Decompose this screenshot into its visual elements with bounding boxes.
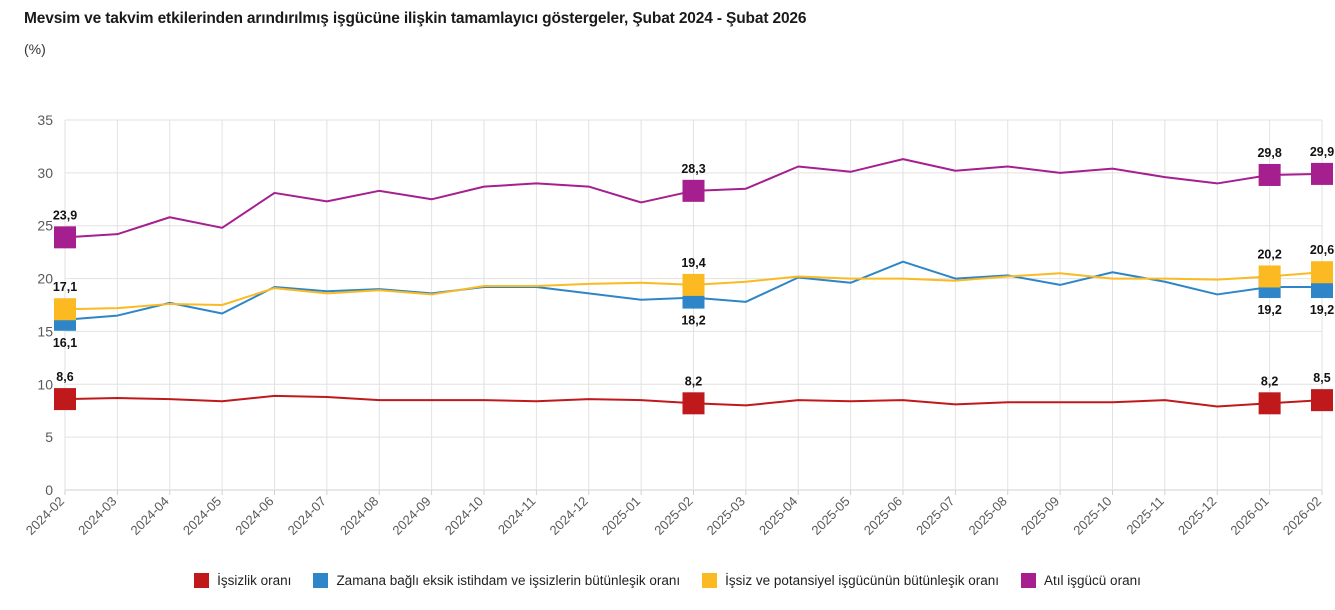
x-tick-label-2024-04: 2024-04 <box>128 494 172 538</box>
legend-item-3[interactable]: Atıl işgücü oranı <box>1021 573 1141 588</box>
data-label-14: 19,2 <box>1310 303 1334 317</box>
x-tick-label-2025-05: 2025-05 <box>808 494 852 538</box>
x-tick-label-2025-09: 2025-09 <box>1018 494 1062 538</box>
x-tick-label-2024-02: 2024-02 <box>23 494 67 538</box>
data-label-6: 18,2 <box>681 314 705 328</box>
legend-label-0: İşsizlik oranı <box>217 573 292 588</box>
y-tick-label-35: 35 <box>37 112 53 128</box>
data-label-0: 23,9 <box>53 208 77 222</box>
legend-label-1: Zamana bağlı eksik istihdam ve işsizleri… <box>336 573 681 588</box>
x-tick-label-2026-01: 2026-01 <box>1227 494 1271 538</box>
x-axis-ticks-group: 2024-02 2024-03 2024-04 2024-05 2024-06 2024-… <box>23 490 1324 538</box>
data-label-11: 8,2 <box>1261 374 1278 388</box>
data-label-2: 16,1 <box>53 336 77 350</box>
x-tick-label-2025-04: 2025-04 <box>756 494 800 538</box>
y-tick-label-10: 10 <box>37 376 53 392</box>
data-marker-2-0 <box>54 298 76 321</box>
data-label-7: 8,2 <box>685 374 702 388</box>
legend-label-3: Atıl işgücü oranı <box>1044 573 1141 588</box>
data-label-8: 29,8 <box>1257 146 1281 160</box>
gridlines-group <box>64 119 1323 491</box>
x-tick-label-2025-12: 2025-12 <box>1175 494 1219 538</box>
legend-item-1[interactable]: Zamana bağlı eksik istihdam ve işsizleri… <box>313 573 680 588</box>
x-tick-label-2025-03: 2025-03 <box>704 494 748 538</box>
y-tick-label-5: 5 <box>45 429 53 445</box>
data-label-1: 17,1 <box>53 280 77 294</box>
x-tick-label-2024-10: 2024-10 <box>442 494 486 538</box>
x-tick-label-2025-07: 2025-07 <box>913 494 957 538</box>
x-tick-label-2025-08: 2025-08 <box>966 494 1010 538</box>
data-label-12: 29,9 <box>1310 145 1334 159</box>
legend-swatch-zamana-bagli-icon <box>313 573 329 588</box>
y-tick-label-20: 20 <box>37 271 53 287</box>
chart-legend: İşsizlik oranı Zamana bağlı eksik istihd… <box>0 573 1335 588</box>
legend-swatch-issiz-potansiyel-icon <box>702 573 718 588</box>
x-tick-label-2026-02: 2026-02 <box>1280 494 1324 538</box>
data-marker-3-0 <box>54 226 76 249</box>
x-tick-label-2024-07: 2024-07 <box>285 494 329 538</box>
data-labels-group: 23,9 17,1 16,1 8,6 28,3 19,4 18,2 8,2 29,8 20,2 19… <box>53 145 1334 388</box>
data-label-4: 28,3 <box>681 162 705 176</box>
legend-item-2[interactable]: İşsiz ve potansiyel işgücünün bütünleşik… <box>702 573 999 588</box>
x-tick-label-2025-11: 2025-11 <box>1123 494 1167 538</box>
x-tick-label-2025-01: 2025-01 <box>599 494 643 538</box>
page-title: Mevsim ve takvim etkilerinden arındırılm… <box>24 10 807 27</box>
x-tick-label-2025-02: 2025-02 <box>651 494 695 538</box>
x-tick-label-2024-09: 2024-09 <box>389 494 433 538</box>
x-tick-label-2025-06: 2025-06 <box>861 494 905 538</box>
x-tick-label-2024-08: 2024-08 <box>337 494 381 538</box>
series-markers-group <box>54 162 1333 415</box>
data-marker-0-23 <box>1258 392 1281 415</box>
legend-swatch-issizlik-icon <box>194 573 210 588</box>
data-marker-0-24 <box>1311 389 1333 412</box>
y-axis-ticks-group: 0 5 10 15 20 25 30 35 <box>37 112 53 498</box>
y-tick-label-25: 25 <box>37 218 53 234</box>
x-tick-label-2025-10: 2025-10 <box>1070 494 1114 538</box>
data-marker-3-24 <box>1311 162 1333 185</box>
x-tick-label-2024-06: 2024-06 <box>232 494 276 538</box>
x-tick-label-2024-05: 2024-05 <box>180 494 224 538</box>
data-marker-2-24 <box>1311 261 1333 284</box>
data-marker-2-23 <box>1258 265 1281 288</box>
y-tick-label-30: 30 <box>37 165 53 181</box>
data-label-3: 8,6 <box>56 370 73 384</box>
y-tick-label-15: 15 <box>37 323 53 339</box>
data-label-15: 8,5 <box>1313 371 1330 385</box>
chart-unit-label: (%) <box>24 41 46 57</box>
y-tick-label-0: 0 <box>45 482 53 498</box>
legend-swatch-atil-icon <box>1021 573 1037 588</box>
data-marker-3-12 <box>682 179 705 202</box>
x-tick-label-2024-12: 2024-12 <box>547 494 591 538</box>
legend-label-2: İşsiz ve potansiyel işgücünün bütünleşik… <box>725 573 1000 588</box>
data-marker-2-12 <box>682 273 705 296</box>
data-label-10: 19,2 <box>1257 303 1281 317</box>
data-label-9: 20,2 <box>1257 247 1281 261</box>
data-label-13: 20,6 <box>1310 243 1334 257</box>
data-marker-0-12 <box>682 392 705 415</box>
data-marker-3-23 <box>1258 163 1281 186</box>
x-tick-label-2024-11: 2024-11 <box>495 494 539 538</box>
data-label-5: 19,4 <box>681 256 705 270</box>
legend-item-0[interactable]: İşsizlik oranı <box>194 573 291 588</box>
data-marker-0-0 <box>54 388 76 411</box>
x-tick-label-2024-03: 2024-03 <box>75 494 119 538</box>
